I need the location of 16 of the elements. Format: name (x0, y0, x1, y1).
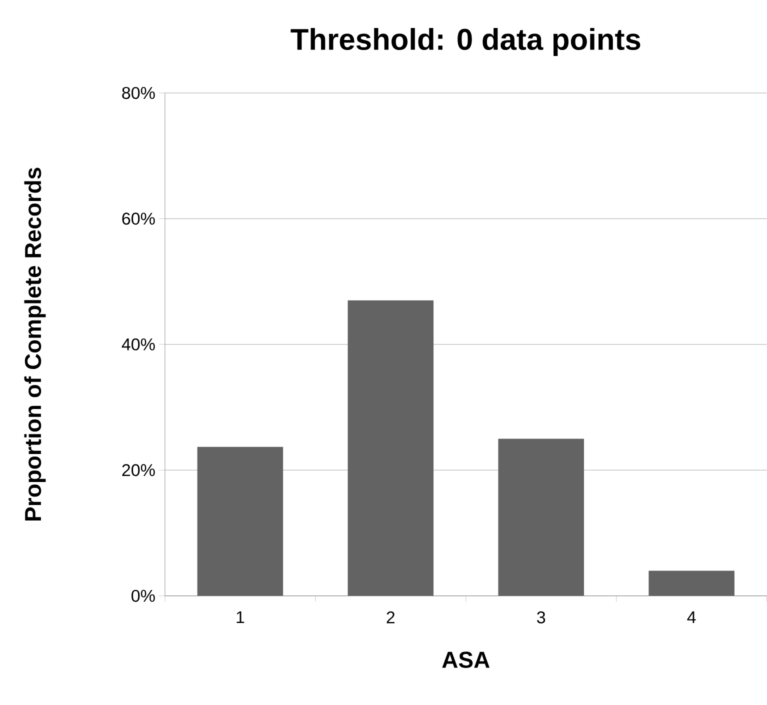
bar (348, 300, 434, 596)
chart-title: Threshold: 0 data points (290, 28, 640, 56)
bar (498, 438, 584, 596)
bar (197, 446, 284, 596)
y-tick-label: 0% (132, 590, 155, 602)
x-tick-label: 3 (537, 611, 546, 624)
y-tick-label: 60% (122, 212, 155, 225)
x-tick-label: 2 (386, 611, 395, 624)
y-tick-label: 20% (122, 464, 155, 476)
y-tick-label: 40% (122, 338, 155, 351)
x-axis-title: ASA (442, 652, 490, 668)
y-axis-title: Proportion of Complete Records (24, 168, 46, 521)
x-tick-label: 1 (236, 611, 244, 624)
bar (648, 570, 734, 596)
x-tick-label: 4 (687, 611, 696, 624)
y-tick-label: 80% (122, 87, 155, 100)
